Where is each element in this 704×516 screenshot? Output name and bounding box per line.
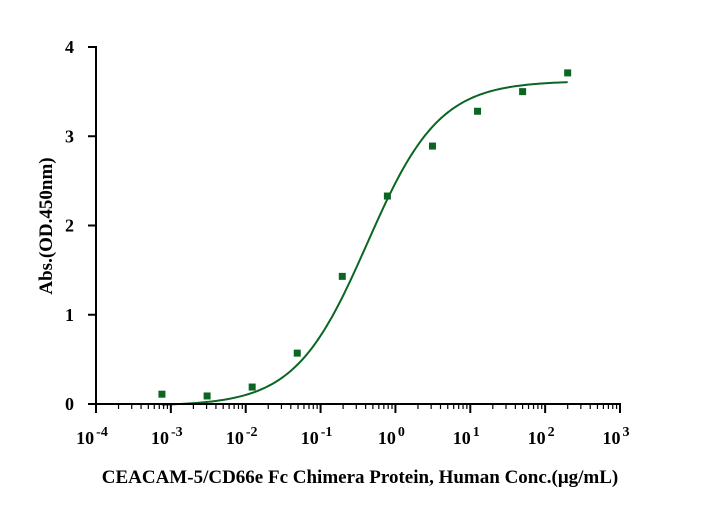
data-point [293,349,301,357]
y-axis-title: Abs.(OD.450nm) [36,157,57,294]
data-point [428,142,436,150]
data-point [564,69,572,77]
data-point [338,272,346,280]
data-point [203,392,211,400]
data-points [158,69,572,400]
y-tick-label: 2 [65,216,74,236]
data-point [383,192,391,200]
x-tick-label: 10 -3 [151,425,183,448]
x-tick-label: 10 2 [528,425,555,448]
y-axis-ticks: 0 1 2 3 4 [65,37,96,414]
x-tick-label: 10 0 [378,425,405,448]
x-tick-label: 10 -4 [76,425,108,448]
x-tick-label: 10 -1 [301,425,333,448]
y-tick-label: 1 [65,305,74,325]
data-point [248,383,256,391]
axes: 0 1 2 3 4 10 -4 10 -3 10 -2 10 -1 10 0 10 1 10 2 10 3 [65,37,630,448]
x-tick-label: 10 -2 [226,425,258,448]
data-point [519,88,527,96]
y-tick-label: 3 [65,126,74,146]
x-tick-label: 10 3 [603,425,630,448]
data-point [474,107,482,115]
fit-curve [161,81,568,406]
fit-curve-group [161,81,568,406]
x-axis-ticks: 10 -4 10 -3 10 -2 10 -1 10 0 10 1 10 2 10 3 [76,404,630,448]
x-tick-label: 10 1 [453,425,480,448]
x-axis-title: CEACAM-5/CD66e Fc Chimera Protein, Human… [102,467,619,488]
y-tick-label: 4 [65,37,74,57]
y-tick-label: 0 [65,394,74,414]
data-point [158,390,166,398]
